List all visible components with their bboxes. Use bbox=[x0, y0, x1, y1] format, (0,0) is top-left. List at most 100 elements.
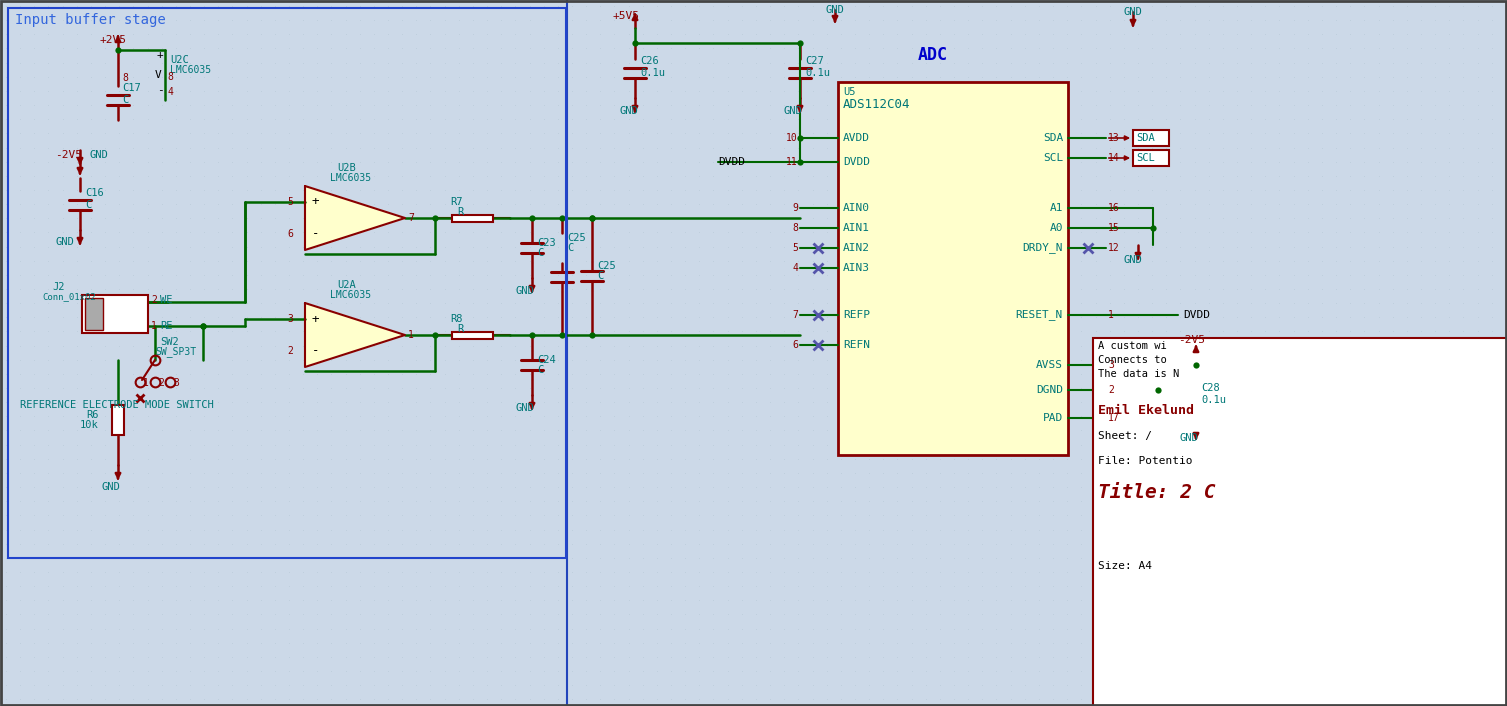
Text: GND: GND bbox=[515, 403, 535, 413]
Text: 16: 16 bbox=[1108, 203, 1120, 213]
Text: V: V bbox=[155, 70, 161, 80]
Text: LMC6035: LMC6035 bbox=[330, 173, 371, 183]
Text: U5: U5 bbox=[842, 87, 856, 97]
Text: AIN2: AIN2 bbox=[842, 243, 870, 253]
Text: 1: 1 bbox=[1108, 310, 1114, 320]
Text: C16: C16 bbox=[84, 188, 104, 198]
Text: U2A: U2A bbox=[338, 280, 356, 290]
Text: 2: 2 bbox=[151, 295, 157, 305]
Text: 15: 15 bbox=[1108, 223, 1120, 233]
Text: AIN1: AIN1 bbox=[842, 223, 870, 233]
Text: AIN3: AIN3 bbox=[842, 263, 870, 273]
Text: 11: 11 bbox=[787, 157, 799, 167]
Text: WE: WE bbox=[160, 295, 172, 305]
Bar bbox=[112, 405, 124, 435]
Text: LMC6035: LMC6035 bbox=[330, 290, 371, 300]
Text: A0: A0 bbox=[1049, 223, 1062, 233]
Text: RE: RE bbox=[160, 321, 172, 331]
Text: R: R bbox=[457, 207, 463, 217]
Text: 6: 6 bbox=[288, 229, 292, 239]
Text: 6: 6 bbox=[793, 340, 799, 350]
Text: SDA: SDA bbox=[1043, 133, 1062, 143]
Text: 8: 8 bbox=[122, 73, 128, 83]
Text: +: + bbox=[157, 50, 164, 60]
Text: The data is N: The data is N bbox=[1099, 369, 1180, 379]
Text: 4: 4 bbox=[793, 263, 799, 273]
Text: +5V5: +5V5 bbox=[613, 11, 640, 21]
Text: -: - bbox=[312, 227, 319, 241]
Bar bbox=[452, 332, 493, 338]
Text: PAD: PAD bbox=[1043, 413, 1062, 423]
Text: R: R bbox=[457, 324, 463, 334]
Text: GND: GND bbox=[102, 482, 121, 492]
Text: GND: GND bbox=[824, 5, 844, 15]
Text: -: - bbox=[312, 345, 319, 357]
Text: 8: 8 bbox=[167, 72, 173, 82]
Text: J2: J2 bbox=[53, 282, 65, 292]
Text: DRDY_N: DRDY_N bbox=[1023, 243, 1062, 253]
Text: GND: GND bbox=[56, 237, 75, 247]
Text: Sheet: /: Sheet: / bbox=[1099, 431, 1151, 441]
Text: 4: 4 bbox=[167, 87, 173, 97]
Text: 1: 1 bbox=[151, 321, 157, 331]
Text: SW2: SW2 bbox=[160, 337, 179, 347]
Text: C27: C27 bbox=[805, 56, 824, 66]
Text: SW_SP3T: SW_SP3T bbox=[155, 347, 196, 357]
Text: R8: R8 bbox=[451, 314, 463, 324]
Text: AVDD: AVDD bbox=[842, 133, 870, 143]
Text: 10: 10 bbox=[787, 133, 799, 143]
Text: DVDD: DVDD bbox=[1183, 310, 1210, 320]
Text: 2: 2 bbox=[158, 378, 164, 388]
Text: ADS112C04: ADS112C04 bbox=[842, 97, 910, 111]
Text: SDA: SDA bbox=[1136, 133, 1154, 143]
Text: LMC6035: LMC6035 bbox=[170, 65, 211, 75]
Bar bbox=[8, 8, 567, 558]
Bar bbox=[1133, 150, 1169, 166]
Text: +2V5: +2V5 bbox=[99, 35, 127, 45]
Text: C: C bbox=[597, 271, 603, 281]
Polygon shape bbox=[304, 303, 405, 367]
Text: C25: C25 bbox=[597, 261, 616, 271]
Text: C: C bbox=[536, 365, 543, 375]
Text: Title: 2 C: Title: 2 C bbox=[1099, 482, 1216, 501]
Text: 13: 13 bbox=[1108, 133, 1120, 143]
Text: R6: R6 bbox=[86, 410, 98, 420]
Text: Size: A4: Size: A4 bbox=[1099, 561, 1151, 571]
Text: C: C bbox=[84, 200, 92, 210]
Text: GND: GND bbox=[1124, 255, 1142, 265]
Text: GND: GND bbox=[1123, 7, 1142, 17]
Text: C23: C23 bbox=[536, 238, 556, 248]
Bar bbox=[1133, 130, 1169, 146]
Text: GND: GND bbox=[619, 106, 637, 116]
Text: GND: GND bbox=[515, 286, 535, 296]
Text: -2V5: -2V5 bbox=[54, 150, 81, 160]
Text: DVDD: DVDD bbox=[717, 157, 744, 167]
Text: -2V5: -2V5 bbox=[1178, 335, 1206, 345]
Text: 2: 2 bbox=[288, 346, 292, 356]
Text: U2C: U2C bbox=[170, 55, 188, 65]
Text: ADC: ADC bbox=[918, 46, 948, 64]
Text: 7: 7 bbox=[793, 310, 799, 320]
Text: 3: 3 bbox=[173, 378, 179, 388]
Text: 5: 5 bbox=[288, 197, 292, 207]
Text: Conn_01x02: Conn_01x02 bbox=[42, 292, 96, 301]
Text: A1: A1 bbox=[1049, 203, 1062, 213]
Text: 14: 14 bbox=[1108, 153, 1120, 163]
Text: DVDD: DVDD bbox=[842, 157, 870, 167]
Text: RESET_N: RESET_N bbox=[1016, 309, 1062, 321]
Text: 7: 7 bbox=[408, 213, 414, 223]
Text: C25: C25 bbox=[567, 233, 586, 243]
Text: C24: C24 bbox=[536, 355, 556, 365]
Bar bbox=[1093, 338, 1507, 706]
Text: 3: 3 bbox=[1108, 360, 1114, 370]
Text: 3: 3 bbox=[288, 314, 292, 324]
Text: 0.1u: 0.1u bbox=[805, 68, 830, 78]
Text: Connects to: Connects to bbox=[1099, 355, 1166, 365]
Text: REFN: REFN bbox=[842, 340, 870, 350]
Text: 12: 12 bbox=[1108, 243, 1120, 253]
Text: DGND: DGND bbox=[1035, 385, 1062, 395]
Text: +: + bbox=[312, 313, 319, 325]
Text: 9: 9 bbox=[793, 203, 799, 213]
Text: C: C bbox=[567, 243, 573, 253]
Text: 5: 5 bbox=[793, 243, 799, 253]
